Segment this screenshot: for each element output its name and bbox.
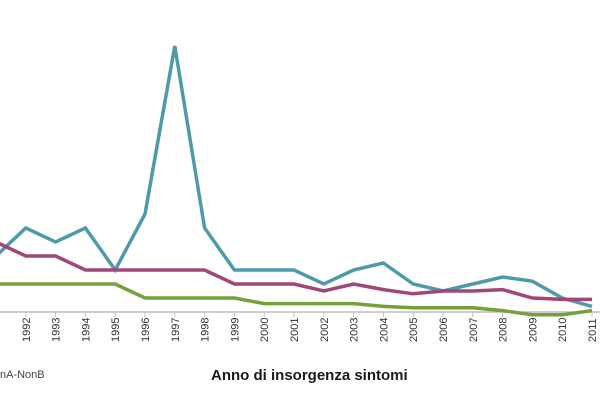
x-tick-label: 2000 [259, 318, 271, 342]
x-tick-label: 2008 [498, 318, 510, 342]
x-tick-label: 1995 [110, 318, 122, 342]
x-tick-label: 1996 [140, 318, 152, 342]
x-tick-label: 2001 [289, 318, 301, 342]
x-tick-label: 1994 [80, 318, 92, 342]
x-axis-ticks: 1991 1992 1993 1994 1995 1996 1997 1998 1999 2000… [0, 312, 599, 342]
x-tick-label: 2003 [349, 318, 361, 342]
series-layer [0, 45, 593, 317]
x-tick-label: 1997 [170, 318, 182, 342]
series-line-1 [0, 45, 593, 309]
x-tick-label: 1992 [21, 318, 33, 342]
x-axis-title: Anno di insorgenza sintomi [211, 367, 408, 384]
series-line-2 [0, 241, 592, 302]
x-tick-label: 2006 [438, 318, 450, 342]
x-tick-label: 2002 [319, 318, 331, 342]
x-tick-label: 1998 [200, 318, 212, 342]
x-tick-label: 2011 [587, 318, 599, 342]
x-tick-label: 2004 [378, 318, 390, 342]
x-tick-label: 2007 [468, 318, 480, 342]
x-tick-label: 1991 [0, 318, 3, 342]
x-tick-label: 2010 [557, 318, 569, 342]
x-tick-label: 1999 [229, 318, 241, 342]
x-tick-label: 2005 [408, 318, 420, 342]
x-tick-label: 1993 [51, 318, 63, 342]
series-line-3 [0, 282, 593, 317]
legend-entry-fragment: nA-NonB [0, 369, 45, 381]
x-tick-label: 2009 [527, 318, 539, 342]
